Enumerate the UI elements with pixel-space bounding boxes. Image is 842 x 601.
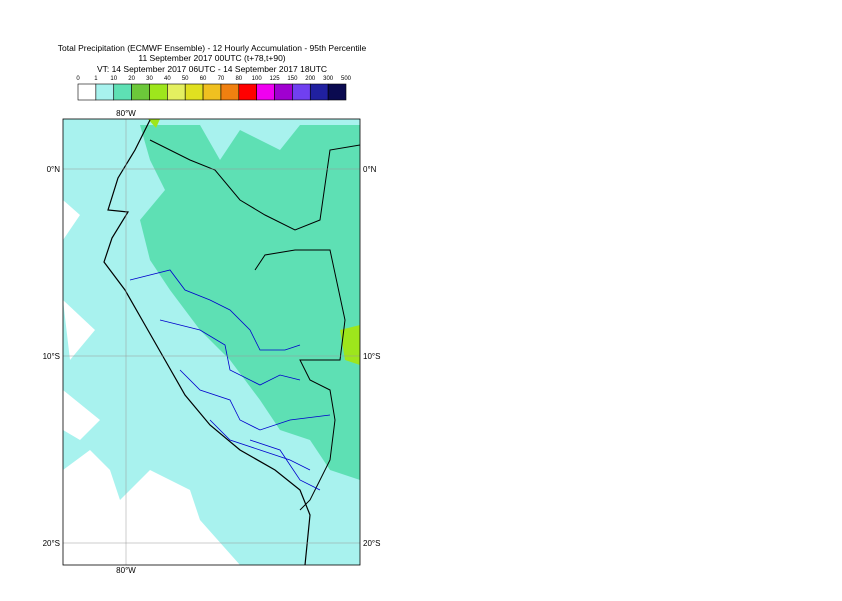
- dry-area: [63, 200, 100, 440]
- legend-swatch: [327, 83, 347, 101]
- legend-label: 70: [218, 76, 225, 82]
- legend: 0 1 10 20 30 40 50 60 70 80 100 125 150 200 300 500: [76, 76, 352, 101]
- legend-label: 40: [164, 76, 171, 82]
- lat-label: 20°S: [43, 539, 60, 548]
- legend-swatch: [309, 83, 329, 101]
- precip-10mm: [140, 125, 360, 480]
- legend-swatch: [149, 83, 168, 101]
- legend-label: 60: [200, 76, 207, 82]
- legend-label: 20: [128, 76, 135, 82]
- precip-30mm: [148, 119, 160, 128]
- legend-label: 80: [235, 76, 242, 82]
- legend-label: 30: [146, 76, 153, 82]
- lat-label: 10°S: [43, 352, 60, 361]
- lon-label: 80°W: [116, 109, 136, 118]
- legend-label: 10: [110, 76, 117, 82]
- legend-swatch: [95, 83, 115, 101]
- map-frame: [62, 118, 361, 566]
- legend-swatch: [113, 83, 132, 101]
- coastline: [103, 119, 311, 565]
- legend-swatch: [77, 83, 97, 101]
- legend-swatch: [184, 83, 204, 101]
- region-border: [129, 269, 331, 491]
- legend-label: 1: [94, 76, 98, 82]
- legend-swatch: [220, 83, 240, 101]
- title-line: 11 September 2017 00UTC (t+78,t+90): [138, 53, 285, 63]
- lat-label: 20°S: [363, 539, 380, 548]
- legend-swatch: [167, 83, 186, 101]
- lat-label: 0°N: [363, 165, 377, 174]
- legend-label: 150: [287, 76, 298, 82]
- lat-label: 10°S: [363, 352, 380, 361]
- map: 80°W 80°W 0°N 10°S 20°S 0°N 10°S 20°S: [43, 109, 381, 575]
- legend-label: 300: [323, 76, 334, 82]
- lat-label: 0°N: [47, 165, 61, 174]
- legend-label: 200: [305, 76, 316, 82]
- legend-label: 50: [182, 76, 189, 82]
- legend-label: 100: [252, 76, 263, 82]
- legend-swatch: [202, 83, 222, 101]
- title-line: Total Precipitation (ECMWF Ensemble) - 1…: [58, 43, 367, 53]
- country-border: [149, 139, 360, 511]
- legend-swatch: [292, 83, 311, 101]
- precip-30mm: [340, 325, 360, 365]
- legend-swatch: [256, 83, 275, 101]
- lon-label: 80°W: [116, 566, 136, 575]
- legend-label: 500: [341, 76, 352, 82]
- legend-label: 0: [76, 76, 80, 82]
- legend-swatch: [274, 83, 293, 101]
- legend-swatch: [131, 83, 150, 101]
- legend-label: 125: [270, 76, 281, 82]
- legend-swatch: [238, 83, 257, 101]
- title-line: VT: 14 September 2017 06UTC - 14 Septemb…: [97, 64, 327, 74]
